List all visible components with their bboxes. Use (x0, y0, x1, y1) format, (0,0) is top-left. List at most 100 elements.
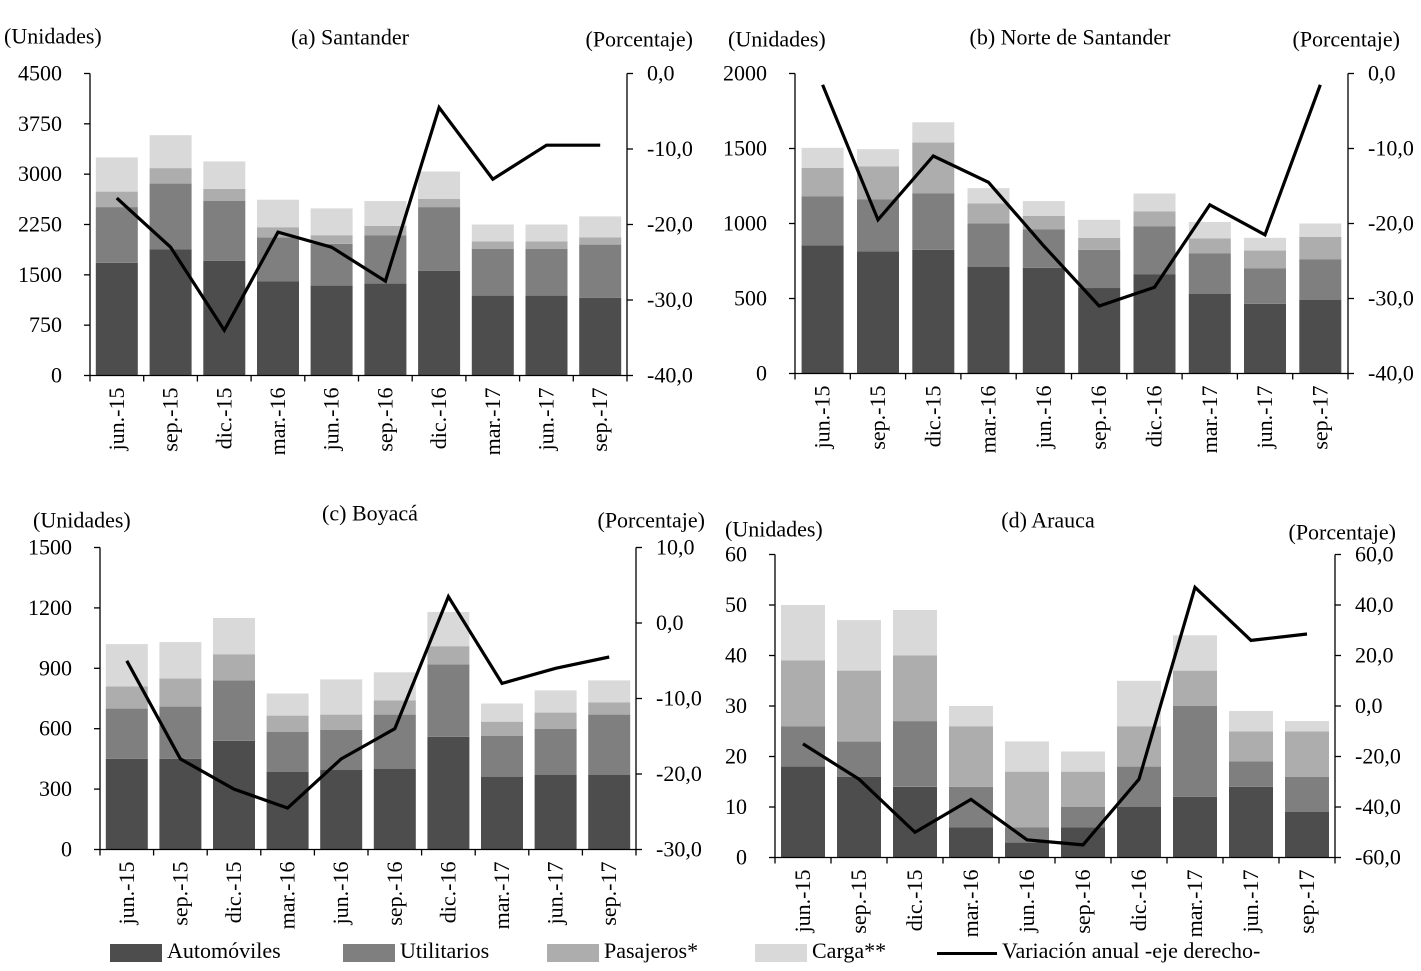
panel-3-left-tick-label: 0 (61, 837, 72, 862)
panel-4-bar-pasajeros-10 (1285, 731, 1329, 777)
panel-1-right-tick-label: 0,0 (647, 61, 675, 86)
panel-2-bar-carga-7 (1133, 193, 1176, 212)
panel-3-bar-pasajeros-2 (159, 678, 202, 707)
panel-2-bar-automoviles-10 (1299, 300, 1342, 374)
panel-3-bar-utilitarios-7 (427, 664, 470, 737)
panel-2-left-tick-label: 1500 (723, 136, 767, 161)
panel-4-bar-automoviles-7 (1117, 807, 1161, 858)
panel-3-bar-pasajeros-4 (266, 715, 309, 732)
panel-1-bar-carga-4 (257, 199, 299, 228)
panel-3-x-tick-label: sep.-16 (382, 862, 407, 926)
panel-4-bar-automoviles-9 (1229, 786, 1273, 858)
panel-1-x-tick-label: mar.-17 (480, 388, 505, 456)
panel-1-bar-pasajeros-3 (203, 188, 246, 201)
panel-1-title: (a) Santander (291, 25, 410, 50)
panel-1-bar-carga-10 (579, 216, 622, 238)
panel-4-bar-pasajeros-9 (1229, 731, 1273, 762)
panel-2-bar-automoviles-7 (1133, 274, 1176, 374)
panel-1-bar-carga-3 (203, 161, 246, 189)
panel-1-bar-utilitarios-6 (364, 235, 407, 284)
panel-4-left-tick-label: 20 (725, 744, 747, 769)
panel-3-right-tick-label: 0,0 (656, 610, 684, 635)
panel-2-bar-utilitarios-1 (801, 196, 844, 246)
panel-4-bar-carga-2 (837, 620, 881, 671)
panel-1-bar-utilitarios-3 (203, 201, 246, 261)
panel-3-x-tick-label: sep.-17 (596, 862, 621, 926)
panel-4-bar-pasajeros-8 (1173, 670, 1217, 706)
panel-3-bar-automoviles-1 (105, 758, 148, 850)
panel-4-bar-pasajeros-2 (837, 670, 881, 742)
panel-2-x-tick-label: sep.-17 (1307, 386, 1332, 450)
panel-3-bar-automoviles-6 (373, 769, 416, 850)
panel-1-left-tick-label: 0 (51, 363, 62, 388)
panel-3-bar-pasajeros-9 (534, 712, 577, 729)
panel-2-x-tick-label: jun.-16 (1031, 386, 1056, 450)
panel-2-bar-carga-2 (857, 149, 899, 167)
legend-label-utilitarios: Utilitarios (400, 938, 490, 963)
panel-3-line-variacion (125, 593, 610, 810)
panel-3-right-tick-label: -10,0 (656, 686, 702, 711)
panel-4-right-axis-label: (Porcentaje) (1289, 520, 1397, 545)
panel-2-bar-utilitarios-2 (857, 199, 899, 252)
panel-3-bar-automoviles-5 (320, 770, 363, 850)
panel-3-x-tick-label: jun.-16 (328, 862, 353, 926)
panel-1-x-tick-label: mar.-16 (265, 388, 290, 456)
panel-4-bar-utilitarios-6 (1061, 807, 1105, 828)
panel-4-bar-automoviles-4 (949, 827, 993, 858)
panel-1-right-tick-label: -30,0 (647, 287, 693, 312)
panel-1-bar-pasajeros-6 (364, 225, 407, 236)
panel-1-left-tick-label: 1500 (18, 262, 62, 287)
panel-3-x-tick-label: dic.-16 (435, 862, 460, 924)
panel-2-bar-utilitarios-10 (1299, 259, 1342, 300)
panel-3-x-tick-label: dic.-15 (221, 862, 246, 924)
panel-4-left-tick-label: 10 (725, 794, 747, 819)
panel-1-right-tick-label: -20,0 (647, 212, 693, 237)
panel-3-bar-pasajeros-1 (105, 686, 148, 709)
panel-1-bar-carga-8 (471, 224, 514, 242)
panel-2-bar-pasajeros-10 (1299, 237, 1342, 260)
panel-4-title: (d) Arauca (1001, 508, 1095, 533)
panel-1-bar-utilitarios-8 (471, 248, 514, 296)
panel-4-bar-utilitarios-10 (1285, 776, 1329, 812)
panel-1-right-tick-label: -40,0 (647, 363, 693, 388)
panel-2-bar-carga-6 (1078, 219, 1121, 238)
panel-3-left-tick-label: 300 (39, 776, 72, 801)
panel-2-x-tick-label: jun.-15 (810, 386, 835, 450)
panel-4-bar-automoviles-5 (1005, 842, 1049, 858)
panel-4-bar-automoviles-8 (1173, 796, 1217, 858)
panel-2-left-axis-label: (Unidades) (728, 27, 826, 52)
panel-4-right-tick-label: 0,0 (1355, 693, 1383, 718)
panel-3-bar-carga-8 (481, 703, 523, 722)
panel-1-bar-automoviles-9 (525, 295, 568, 376)
panel-2-x-tick-label: mar.-16 (976, 386, 1001, 454)
panel-3-right-tick-label: -20,0 (656, 761, 702, 786)
panel-3-bar-utilitarios-1 (105, 708, 148, 759)
panel-2-bar-automoviles-3 (912, 249, 955, 374)
panel-2-bar-utilitarios-3 (912, 193, 955, 250)
panel-1-left-tick-label: 2250 (18, 212, 62, 237)
panel-1-left-tick-label: 750 (29, 312, 62, 337)
panel-2-bar-carga-5 (1022, 201, 1065, 216)
legend-swatch-pasajeros (547, 944, 599, 962)
panel-4-line-variacion (802, 584, 1308, 847)
panel-3-bar-carga-3 (213, 618, 255, 655)
panel-1-bar-automoviles-1 (95, 262, 138, 376)
panel-3-bar-automoviles-10 (588, 775, 631, 850)
panel-2-bar-pasajeros-7 (1133, 211, 1176, 227)
panel-2-x-tick-label: dic.-16 (1141, 386, 1166, 448)
panel-4-left-tick-label: 30 (725, 693, 747, 718)
panel-2-bar-automoviles-2 (857, 251, 899, 374)
legend-label-carga: Carga** (812, 938, 887, 963)
panel-4-right-tick-label: 60,0 (1355, 542, 1394, 567)
panel-4-bar-pasajeros-1 (781, 660, 825, 727)
panel-3-right-tick-label: 10,0 (656, 535, 695, 560)
legend-label-variacion: Variación anual -eje derecho- (1002, 938, 1261, 963)
panel-2-left-tick-label: 0 (756, 361, 767, 386)
panel-1-bar-utilitarios-7 (418, 207, 461, 271)
panel-1-bar-pasajeros-5 (310, 235, 353, 244)
panel-4-x-tick-label: jun.-15 (790, 870, 815, 934)
panel-1-right-tick-label: -10,0 (647, 136, 693, 161)
panel-4-right-tick-label: -20,0 (1355, 744, 1401, 769)
panel-4-bar-carga-5 (1005, 741, 1049, 772)
panel-4-right-tick-label: 20,0 (1355, 643, 1394, 668)
